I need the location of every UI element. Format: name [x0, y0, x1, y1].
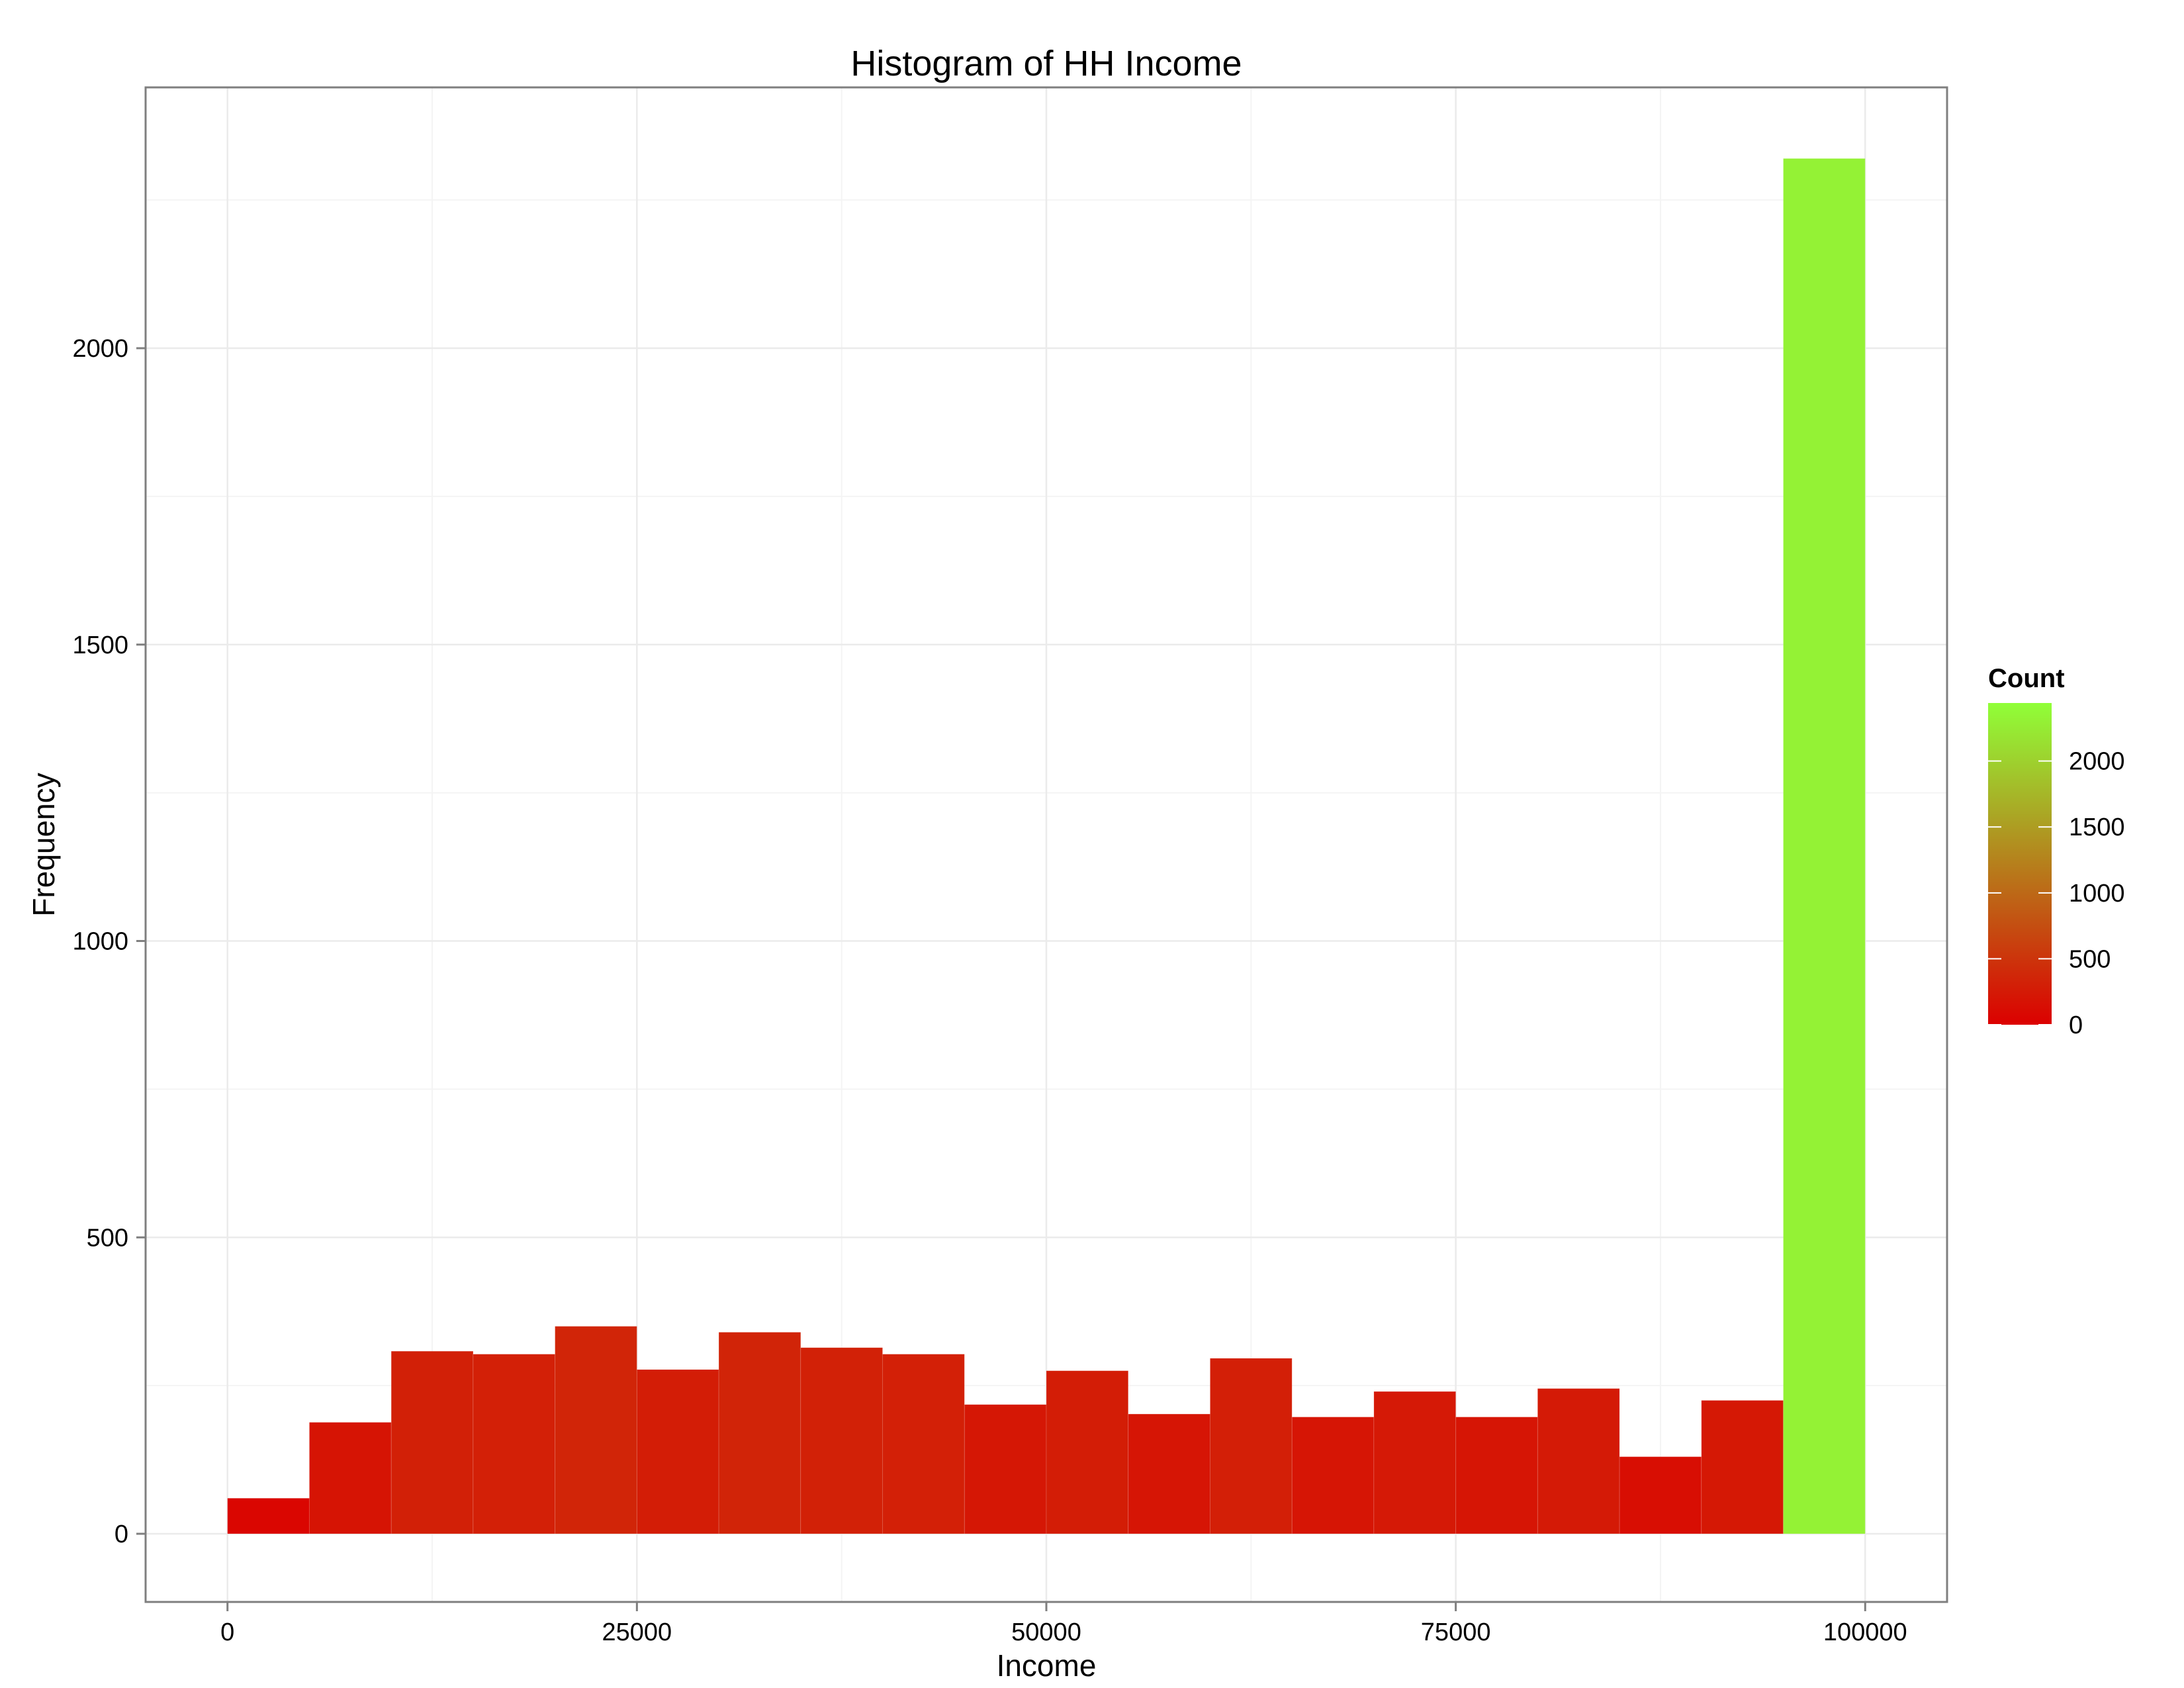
x-axis-title: Income: [997, 1648, 1097, 1683]
histogram-bar: [1128, 1413, 1210, 1534]
histogram-bar: [1455, 1417, 1538, 1534]
histogram-bar: [1046, 1370, 1129, 1534]
histogram-bar: [882, 1354, 965, 1534]
histogram-bar: [390, 1350, 474, 1534]
x-tick-label: 75000: [1421, 1618, 1491, 1646]
x-axis: 0 25000 50000 75000 100000: [220, 1602, 1907, 1646]
x-tick-label: 0: [220, 1618, 234, 1646]
histogram-bar: [1619, 1456, 1702, 1534]
y-tick-label: 0: [114, 1521, 128, 1548]
x-tick-label: 25000: [602, 1618, 672, 1646]
legend-tick-label: 1500: [2069, 814, 2125, 841]
y-tick-label: 2000: [72, 335, 128, 363]
y-tick-label: 1000: [72, 928, 128, 956]
histogram-bar: [1373, 1391, 1457, 1534]
histogram-bar: [636, 1369, 719, 1534]
histogram-bar: [718, 1332, 801, 1534]
chart-title: Histogram of HH Income: [850, 44, 1242, 83]
histogram-bar: [964, 1404, 1047, 1534]
histogram-bar: [308, 1422, 392, 1534]
legend-colorbar: [1988, 703, 2052, 1025]
legend-tick-label: 2000: [2069, 748, 2125, 776]
x-tick-label: 50000: [1011, 1618, 1081, 1646]
legend: Count 0 500 1000 1500 2000: [1988, 664, 2125, 1039]
histogram-bar: [800, 1347, 884, 1534]
histogram-bar: [1701, 1400, 1784, 1534]
histogram-bar: [227, 1497, 310, 1534]
histogram-bar: [1291, 1417, 1375, 1534]
legend-ticks: 0 500 1000 1500 2000: [1988, 748, 2125, 1039]
histogram-bar: [1783, 158, 1866, 1534]
legend-title: Count: [1988, 664, 2065, 693]
histogram-bar: [1209, 1358, 1293, 1534]
y-tick-label: 500: [87, 1224, 128, 1252]
histogram-bar: [555, 1326, 637, 1534]
y-axis-title: Frequency: [26, 773, 61, 916]
y-tick-label: 1500: [72, 632, 128, 659]
y-axis: 0 500 1000 1500 2000: [72, 335, 146, 1548]
x-tick-label: 100000: [1823, 1618, 1907, 1646]
legend-tick-label: 500: [2069, 945, 2111, 973]
legend-tick-label: 1000: [2069, 880, 2125, 908]
histogram-bar: [1537, 1388, 1620, 1534]
bars: [227, 158, 1866, 1534]
histogram-bar: [473, 1354, 556, 1534]
legend-tick-label: 0: [2069, 1011, 2083, 1039]
